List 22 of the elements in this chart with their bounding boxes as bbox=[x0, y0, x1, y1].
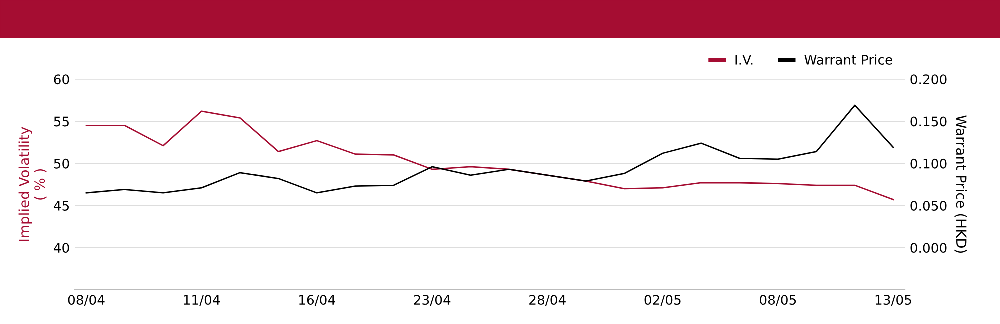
y2-tick-label: 0.150 bbox=[910, 116, 947, 127]
y-tick-label: 60 bbox=[54, 74, 70, 85]
legend-label: I.V. bbox=[736, 55, 753, 65]
y-tick-label: 40 bbox=[54, 243, 70, 254]
y-tick-label: 55 bbox=[54, 116, 69, 127]
y2-tick-label: 0.100 bbox=[910, 158, 947, 169]
x-tick-label: 11/04 bbox=[184, 295, 220, 306]
x-tick-label: 08/04 bbox=[68, 295, 105, 306]
x-tick-label: 13/05 bbox=[876, 295, 912, 306]
y-tick-label: 45 bbox=[54, 201, 69, 211]
y2-axis-title: Warrant Price (HKD) bbox=[954, 116, 968, 254]
x-tick-label: 28/04 bbox=[530, 295, 566, 306]
y-tick-label: 50 bbox=[54, 158, 70, 169]
x-tick-label: 16/04 bbox=[300, 295, 336, 306]
y2-tick-label: 0.000 bbox=[910, 243, 947, 254]
x-tick-label: 23/04 bbox=[414, 295, 451, 306]
y2-tick-label: 0.050 bbox=[910, 200, 947, 211]
legend-label: Warrant Price bbox=[804, 54, 892, 65]
y2-tick-label: 0.200 bbox=[910, 74, 947, 85]
y-axis-title: Implied Volatility ( % ) bbox=[18, 127, 47, 242]
x-tick-label: 08/05 bbox=[760, 295, 796, 306]
x-tick-label: 02/05 bbox=[644, 295, 681, 306]
